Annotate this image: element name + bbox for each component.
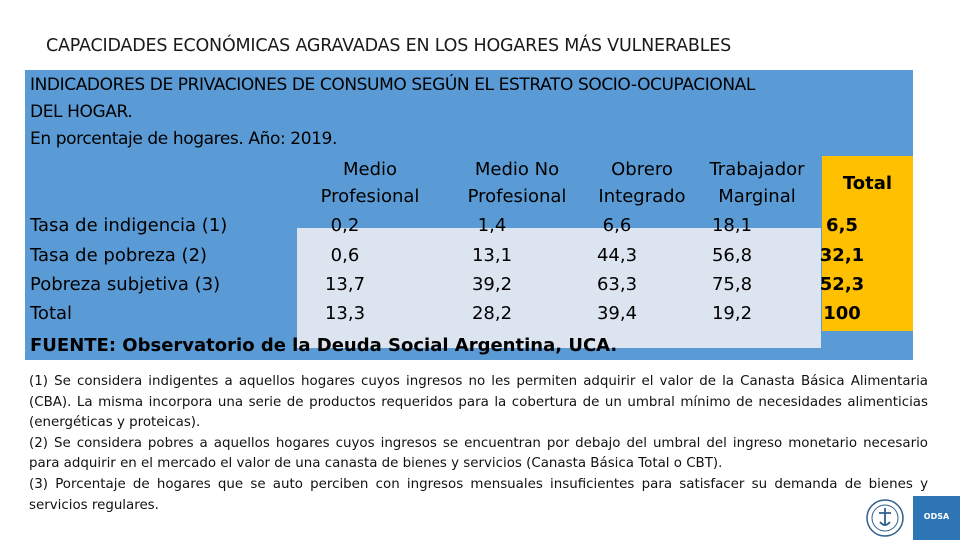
column-header-line: Obrero [611, 159, 673, 180]
odsa-logo-text: ODSA [923, 512, 950, 521]
table-cell: 63,3 [596, 274, 638, 295]
table-cell: 18,1 [711, 215, 753, 236]
table-cell: 13,1 [471, 245, 513, 266]
table-cell: 6,6 [602, 215, 632, 236]
table-title-line-2: DEL HOGAR. [30, 102, 133, 122]
data-cells-background [297, 228, 821, 348]
table-header: INDICADORES DE PRIVACIONES DE CONSUMO SE… [30, 72, 755, 153]
footnotes: (1) Se considera indigentes a aquellos h… [29, 372, 928, 516]
column-header-line: Marginal [718, 186, 796, 207]
row-label: Tasa de pobreza (2) [30, 245, 208, 266]
table-subtitle: En porcentaje de hogares. Año: 2019. [30, 129, 337, 149]
column-header-line: Profesional [320, 186, 420, 207]
column-header-line: Profesional [467, 186, 567, 207]
column-header-obrero-integrado: Obrero Integrado [587, 156, 697, 210]
table-cell: 0,6 [330, 245, 360, 266]
table-cell: 13,7 [324, 274, 366, 295]
total-cell: 100 [823, 303, 861, 324]
university-seal-icon [866, 499, 904, 537]
column-header-medio-profesional: Medio Profesional [310, 156, 430, 210]
column-header-medio-no-profesional: Medio No Profesional [457, 156, 577, 210]
table-cell: 75,8 [711, 274, 753, 295]
slide-title: CAPACIDADES ECONÓMICAS AGRAVADAS EN LOS … [46, 36, 732, 56]
table-cell: 56,8 [711, 245, 753, 266]
column-header-line: Trabajador [709, 159, 805, 180]
footnote-3: (3) Porcentaje de hogares que se auto pe… [29, 476, 928, 513]
table-cell: 13,3 [324, 303, 366, 324]
odsa-logo: ODSA [913, 496, 960, 540]
table-cell: 1,4 [477, 215, 507, 236]
total-column-highlight [822, 156, 913, 331]
column-header-total: Total [842, 173, 893, 194]
table-cell: 0,2 [330, 215, 360, 236]
table-title-line-1: INDICADORES DE PRIVACIONES DE CONSUMO SE… [30, 75, 755, 95]
column-header-line: Medio [342, 159, 398, 180]
data-table: INDICADORES DE PRIVACIONES DE CONSUMO SE… [25, 70, 913, 360]
footnote-1: (1) Se considera indigentes a aquellos h… [29, 374, 928, 431]
row-label: Pobreza subjetiva (3) [30, 274, 221, 295]
source-note: FUENTE: Observatorio de la Deuda Social … [30, 335, 618, 356]
row-label: Tasa de indigencia (1) [30, 215, 228, 236]
table-cell: 39,4 [596, 303, 638, 324]
total-cell: 52,3 [819, 274, 865, 295]
table-cell: 28,2 [471, 303, 513, 324]
column-header-line: Medio No [474, 159, 560, 180]
table-cell: 39,2 [471, 274, 513, 295]
table-cell: 44,3 [596, 245, 638, 266]
column-header-trabajador-marginal: Trabajador Marginal [701, 156, 813, 210]
footnote-2: (2) Se considera pobres a aquellos hogar… [29, 435, 928, 472]
total-cell: 32,1 [819, 245, 865, 266]
table-cell: 19,2 [711, 303, 753, 324]
total-cell: 6,5 [826, 215, 858, 236]
row-label: Total [30, 303, 73, 324]
column-header-line: Integrado [598, 186, 686, 207]
